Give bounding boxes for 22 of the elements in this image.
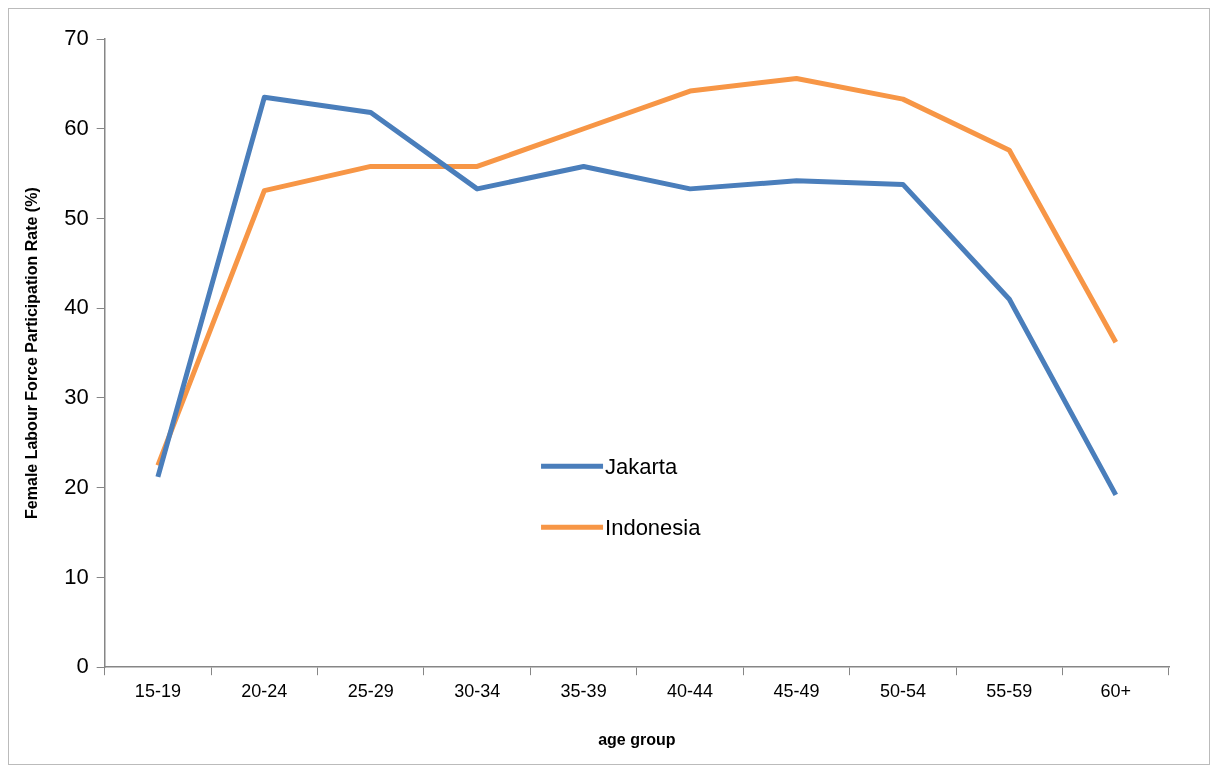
x-tick-label: 35-39	[560, 680, 607, 701]
y-tick-label: 20	[64, 473, 89, 499]
x-tick-label: 60+	[1100, 680, 1132, 701]
legend-label: Jakarta	[605, 454, 678, 480]
x-tick-label: 45-49	[773, 680, 820, 701]
x-tick-label: 50-54	[879, 680, 926, 701]
x-tick-label: 40-44	[667, 680, 714, 701]
y-tick-label: 60	[64, 114, 89, 140]
y-tick-label: 40	[64, 294, 89, 320]
x-tick-label: 30-34	[454, 680, 501, 701]
x-tick-label: 55-59	[986, 680, 1033, 701]
y-tick-label: 70	[64, 25, 89, 51]
y-tick-label: 0	[76, 653, 89, 679]
x-tick-label: 20-24	[241, 680, 288, 701]
x-tick-label: 15-19	[134, 680, 181, 701]
y-tick-label: 30	[64, 384, 89, 410]
y-tick-label: 10	[64, 563, 89, 589]
y-axis-title: Female Labour Force Participation Rate (%)	[23, 187, 41, 519]
legend-label: Indonesia	[605, 515, 702, 541]
x-tick-label: 25-29	[347, 680, 394, 701]
y-tick-label: 50	[64, 204, 89, 230]
x-axis-title: age group	[598, 730, 676, 748]
